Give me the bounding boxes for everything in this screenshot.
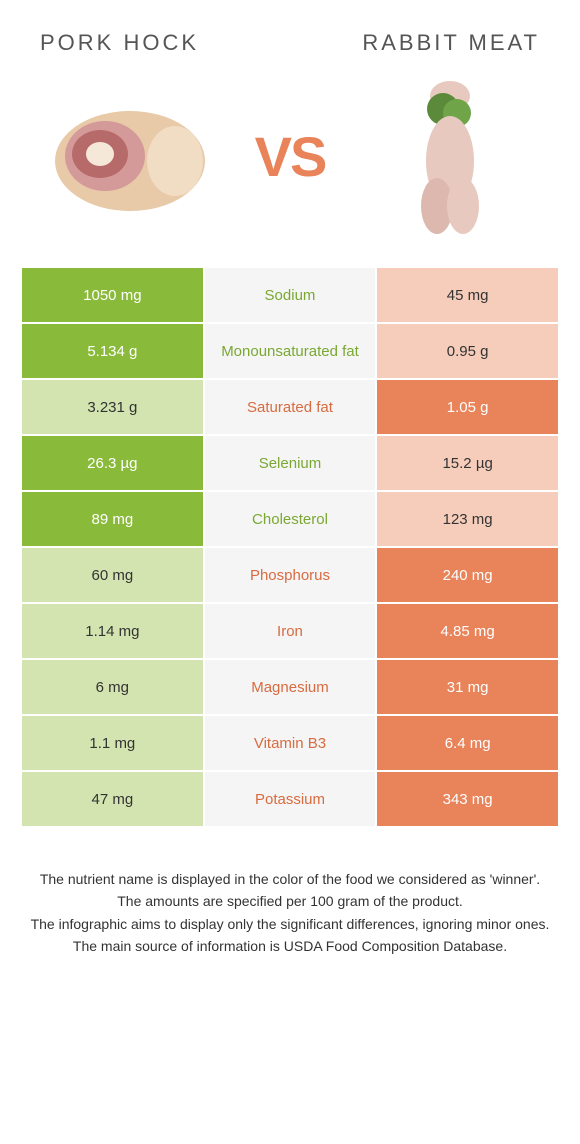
nutrient-name-cell: Iron xyxy=(204,603,377,659)
left-value-cell: 1050 mg xyxy=(21,267,204,323)
left-value-cell: 1.14 mg xyxy=(21,603,204,659)
right-value-cell: 15.2 µg xyxy=(376,435,559,491)
table-row: 6 mgMagnesium31 mg xyxy=(21,659,559,715)
footer-line-2: The amounts are specified per 100 gram o… xyxy=(30,890,550,912)
left-value-cell: 5.134 g xyxy=(21,323,204,379)
left-value-cell: 89 mg xyxy=(21,491,204,547)
nutrient-name-cell: Phosphorus xyxy=(204,547,377,603)
nutrient-table: 1050 mgSodium45 mg5.134 gMonounsaturated… xyxy=(20,266,560,828)
nutrient-name-cell: Saturated fat xyxy=(204,379,377,435)
footer-line-1: The nutrient name is displayed in the co… xyxy=(30,868,550,890)
right-food-title: Rabbit meat xyxy=(362,30,540,56)
table-row: 1.1 mgVitamin B36.4 mg xyxy=(21,715,559,771)
table-row: 89 mgCholesterol123 mg xyxy=(21,491,559,547)
nutrient-name-cell: Magnesium xyxy=(204,659,377,715)
table-row: 1.14 mgIron4.85 mg xyxy=(21,603,559,659)
right-value-cell: 45 mg xyxy=(376,267,559,323)
table-row: 47 mgPotassium343 mg xyxy=(21,771,559,827)
table-row: 26.3 µgSelenium15.2 µg xyxy=(21,435,559,491)
nutrient-name-cell: Vitamin B3 xyxy=(204,715,377,771)
right-value-cell: 31 mg xyxy=(376,659,559,715)
right-value-cell: 4.85 mg xyxy=(376,603,559,659)
left-value-cell: 47 mg xyxy=(21,771,204,827)
right-value-cell: 240 mg xyxy=(376,547,559,603)
left-value-cell: 60 mg xyxy=(21,547,204,603)
nutrient-name-cell: Potassium xyxy=(204,771,377,827)
table-row: 5.134 gMonounsaturated fat0.95 g xyxy=(21,323,559,379)
left-value-cell: 26.3 µg xyxy=(21,435,204,491)
nutrient-name-cell: Selenium xyxy=(204,435,377,491)
right-value-cell: 1.05 g xyxy=(376,379,559,435)
left-food-title: Pork hock xyxy=(40,30,199,56)
nutrient-name-cell: Sodium xyxy=(204,267,377,323)
vs-label: VS xyxy=(255,124,326,189)
footer-line-3: The infographic aims to display only the… xyxy=(30,913,550,935)
right-value-cell: 0.95 g xyxy=(376,323,559,379)
left-value-cell: 6 mg xyxy=(21,659,204,715)
image-row: VS xyxy=(0,76,580,266)
left-value-cell: 3.231 g xyxy=(21,379,204,435)
right-value-cell: 6.4 mg xyxy=(376,715,559,771)
footer-line-4: The main source of information is USDA F… xyxy=(30,935,550,957)
nutrient-name-cell: Monounsaturated fat xyxy=(204,323,377,379)
left-value-cell: 1.1 mg xyxy=(21,715,204,771)
table-row: 3.231 gSaturated fat1.05 g xyxy=(21,379,559,435)
footer-notes: The nutrient name is displayed in the co… xyxy=(0,828,580,958)
nutrient-name-cell: Cholesterol xyxy=(204,491,377,547)
table-row: 1050 mgSodium45 mg xyxy=(21,267,559,323)
right-value-cell: 343 mg xyxy=(376,771,559,827)
right-value-cell: 123 mg xyxy=(376,491,559,547)
pork-hock-image xyxy=(40,76,220,236)
table-row: 60 mgPhosphorus240 mg xyxy=(21,547,559,603)
rabbit-meat-image xyxy=(360,76,540,236)
